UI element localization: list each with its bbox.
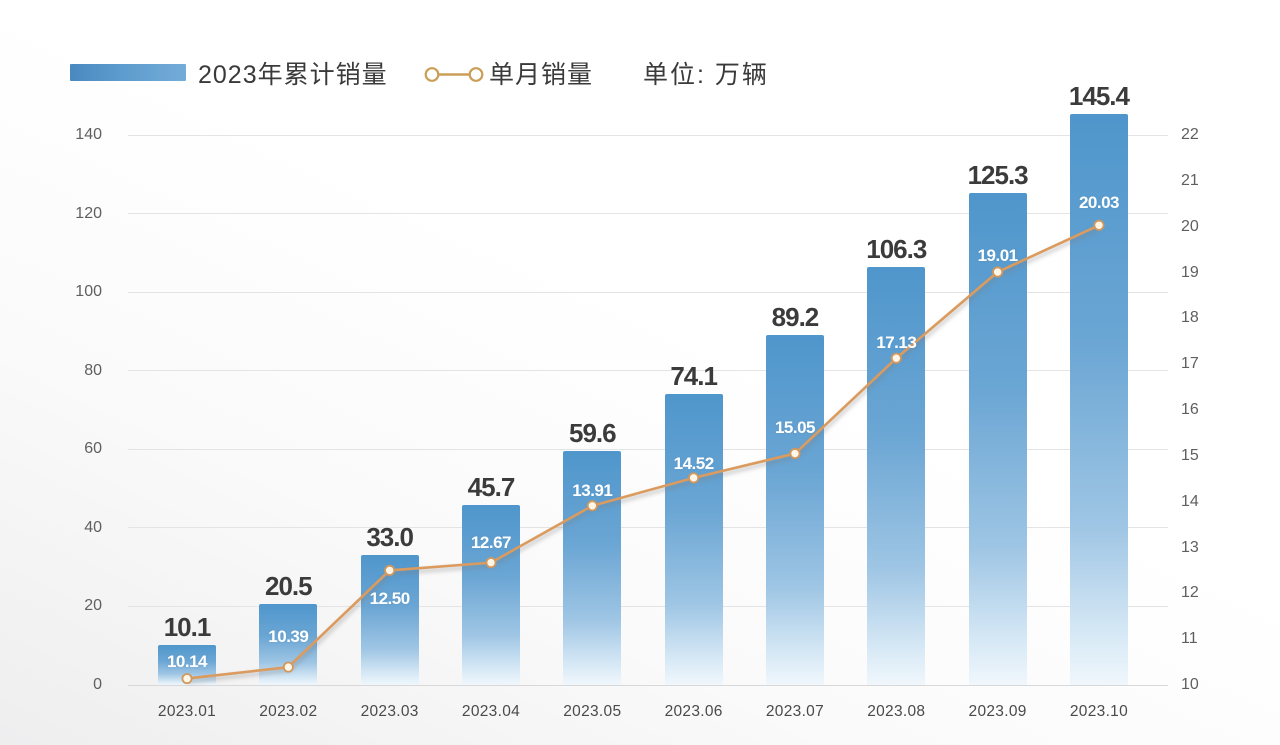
point-value-2023.06: 14.52 (673, 453, 715, 473)
right-axis-tick-20: 20 (1181, 217, 1199, 235)
bar-2023.03 (360, 555, 419, 685)
bar-value-2023.08: 106.3 (866, 234, 927, 265)
line-marker-2023.06 (688, 472, 700, 484)
line-series-icon (424, 67, 484, 82)
x-axis-label-2023.04: 2023.04 (461, 703, 521, 720)
grid-line-40 (128, 527, 1168, 529)
line-marker-2023.09 (992, 266, 1004, 278)
bar-value-2023.07: 89.2 (771, 301, 820, 332)
point-value-2023.08: 17.13 (876, 333, 917, 353)
left-axis-tick-140: 140 (75, 126, 102, 143)
x-axis-label-2023.05: 2023.05 (563, 703, 622, 720)
left-axis-tick-60: 60 (84, 440, 102, 458)
bar-2023.04 (461, 505, 520, 685)
right-axis-tick-17: 17 (1181, 355, 1199, 373)
line-series-label: 单月销量 (489, 61, 594, 89)
point-value-2023.04: 12.67 (470, 532, 512, 552)
line-marker-2023.07 (789, 448, 801, 460)
left-axis-tick-120: 120 (75, 204, 102, 222)
line-marker-2023.02 (282, 661, 294, 673)
line-marker-2023.10 (1093, 219, 1105, 231)
x-axis-label-2023.10: 2023.10 (1069, 703, 1129, 720)
grid-line-20 (128, 605, 1168, 607)
x-axis-label-2023.06: 2023.06 (664, 703, 723, 720)
bar-2023.10 (1069, 113, 1128, 685)
grid-line-140 (128, 134, 1168, 136)
bar-2023.07 (765, 334, 824, 685)
right-axis-tick-19: 19 (1181, 263, 1199, 281)
left-axis-tick-40: 40 (84, 518, 102, 536)
right-axis-tick-11: 11 (1181, 630, 1198, 648)
x-axis-label-2023.01: 2023.01 (157, 703, 217, 720)
bar-2023.06 (664, 393, 723, 685)
bar-value-2023.10: 145.4 (1068, 80, 1130, 111)
line-marker-2023.05 (586, 500, 598, 512)
grid-line-60 (128, 448, 1168, 450)
line-marker-2023.08 (890, 352, 902, 364)
right-axis-tick-16: 16 (1181, 401, 1199, 418)
chart-legend: 2023年累计销量 单月销量 单位: 万辆 (0, 0, 1280, 110)
unit-label: 单位: 万辆 (643, 61, 769, 89)
x-axis-label-2023.02: 2023.02 (259, 703, 318, 720)
bar-2023.08 (867, 267, 926, 685)
left-axis-tick-80: 80 (84, 361, 102, 379)
line-path (186, 224, 1100, 680)
x-axis-label-2023.07: 2023.07 (765, 703, 825, 720)
bar-2023.05 (563, 450, 622, 685)
bar-series-label: 2023年累计销量 (198, 61, 388, 89)
grid-line-80 (128, 370, 1168, 372)
right-axis-tick-14: 14 (1181, 492, 1199, 510)
bar-value-2023.01: 10.1 (163, 612, 212, 643)
grid-line-120 (128, 213, 1168, 215)
line-marker-2023.03 (384, 564, 396, 576)
point-value-2023.09: 19.01 (977, 246, 1019, 266)
grid-line-100 (128, 291, 1168, 293)
point-value-2023.03: 12.50 (369, 589, 411, 609)
bar-value-2023.06: 74.1 (670, 360, 718, 391)
left-axis-tick-20: 20 (84, 597, 102, 615)
grid-line-0 (128, 684, 1168, 686)
bar-value-2023.05: 59.6 (569, 417, 617, 448)
bar-value-2023.04: 45.7 (467, 472, 516, 503)
x-axis-label-2023.08: 2023.08 (867, 703, 926, 720)
right-axis-tick-12: 12 (1181, 584, 1199, 602)
left-axis-tick-0: 0 (93, 676, 102, 693)
point-value-2023.01: 10.14 (166, 651, 208, 671)
line-marker-2023.01 (181, 673, 193, 685)
x-axis-label-2023.03: 2023.03 (360, 703, 419, 720)
left-axis-tick-100: 100 (75, 283, 102, 301)
point-value-2023.02: 10.39 (268, 627, 309, 647)
point-value-2023.07: 15.05 (774, 417, 816, 437)
bar-value-2023.03: 33.0 (366, 522, 414, 553)
right-axis-tick-18: 18 (1181, 309, 1199, 327)
right-axis-tick-13: 13 (1181, 538, 1199, 556)
point-value-2023.05: 13.91 (572, 480, 613, 500)
point-value-2023.10: 20.03 (1078, 193, 1120, 213)
bar-value-2023.09: 125.3 (967, 159, 1029, 190)
bar-series-swatch (70, 64, 186, 81)
right-axis-tick-22: 22 (1181, 126, 1199, 143)
bar-value-2023.02: 20.5 (265, 571, 313, 602)
line-marker-2023.04 (485, 557, 497, 569)
right-axis-tick-10: 10 (1181, 676, 1199, 693)
right-axis-tick-21: 21 (1181, 171, 1199, 189)
x-axis-label-2023.09: 2023.09 (968, 703, 1027, 720)
right-axis-tick-15: 15 (1181, 446, 1199, 464)
